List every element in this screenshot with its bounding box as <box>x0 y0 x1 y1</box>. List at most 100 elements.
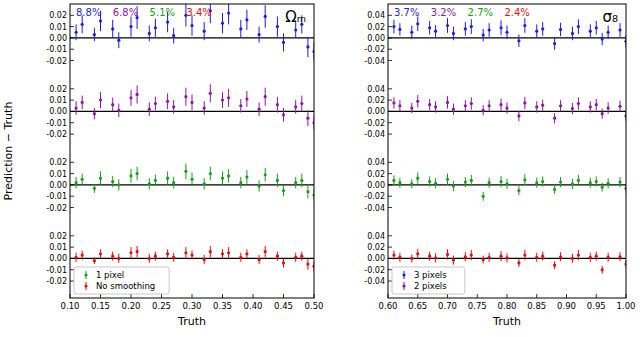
marker <box>398 28 401 31</box>
y-tick-label: 0.02 <box>367 96 385 105</box>
point <box>203 255 206 264</box>
y-tick-label: -0.02 <box>364 266 385 275</box>
point <box>264 246 267 257</box>
point <box>276 16 279 36</box>
marker <box>499 180 502 183</box>
marker <box>129 174 132 177</box>
annotation: 6.8% <box>113 7 138 18</box>
x-tick-label: 0.25 <box>152 301 171 311</box>
point <box>541 22 544 36</box>
marker <box>221 99 224 102</box>
point <box>117 179 120 190</box>
marker <box>482 33 485 36</box>
x-tick-label: 0.80 <box>498 301 517 311</box>
point <box>559 177 562 187</box>
point <box>595 21 598 35</box>
marker <box>517 261 520 264</box>
y-tick-label: 0.02 <box>367 170 385 179</box>
point <box>227 169 230 183</box>
point <box>148 25 151 41</box>
x-tick <box>222 294 223 298</box>
y-tick-label: -0.01 <box>46 45 67 54</box>
y-tick <box>70 15 74 16</box>
marker <box>81 178 84 181</box>
point <box>517 259 520 267</box>
point <box>470 19 473 34</box>
marker <box>446 101 449 104</box>
x-tick-label: 0.10 <box>61 301 80 311</box>
point <box>117 104 120 118</box>
y-tick-label: 0.02 <box>49 232 67 241</box>
marker <box>482 195 485 198</box>
point <box>264 168 267 182</box>
point <box>488 178 491 188</box>
marker <box>535 30 538 33</box>
marker <box>410 257 413 260</box>
point <box>434 253 437 262</box>
point <box>81 174 84 185</box>
x-tick-label: 0.95 <box>587 301 606 311</box>
y-tick-label: 0.02 <box>367 23 385 32</box>
annotation: 2.4% <box>504 7 529 18</box>
point <box>245 249 248 258</box>
marker <box>398 256 401 259</box>
point <box>258 27 261 43</box>
x-tick <box>131 294 132 298</box>
y-tick-label: 0.01 <box>49 96 67 105</box>
point <box>166 171 169 185</box>
annotation: 2.7% <box>468 7 493 18</box>
marker <box>589 256 592 259</box>
marker <box>559 255 562 258</box>
marker <box>81 101 84 104</box>
point <box>595 176 598 186</box>
y-tick-label: -0.01 <box>46 119 67 128</box>
panel: -0.04-0.020.000.020.04-0.04-0.020.000.02… <box>364 4 635 328</box>
marker <box>294 256 297 259</box>
x-tick-label: 0.50 <box>305 301 324 311</box>
marker <box>410 106 413 109</box>
marker <box>166 177 169 180</box>
point <box>446 174 449 185</box>
marker <box>553 117 556 120</box>
x-tick <box>477 294 478 298</box>
y-tick <box>70 235 74 236</box>
point <box>553 185 556 194</box>
marker <box>294 105 297 108</box>
point <box>227 247 230 258</box>
point <box>111 98 114 112</box>
legend-label: No smoothing <box>96 281 155 291</box>
point <box>428 252 431 261</box>
marker <box>184 170 187 173</box>
point <box>111 20 114 38</box>
marker <box>559 28 562 31</box>
point <box>601 109 604 119</box>
point <box>75 253 78 262</box>
y-tick-label: 0.02 <box>49 85 67 94</box>
marker <box>81 23 84 26</box>
figure: -0.02-0.010.000.010.02-0.02-0.010.000.01… <box>0 0 640 337</box>
marker <box>154 255 157 258</box>
y-tick-label: 0.01 <box>49 243 67 252</box>
x-tick <box>507 294 508 298</box>
marker <box>166 252 169 255</box>
point <box>136 85 139 103</box>
point <box>75 177 78 188</box>
legend-swatch <box>402 273 405 276</box>
point <box>410 103 413 113</box>
marker <box>99 99 102 102</box>
marker <box>577 102 580 105</box>
marker <box>541 255 544 258</box>
point <box>209 84 212 102</box>
marker <box>239 181 242 184</box>
legend-swatch <box>84 284 87 287</box>
marker <box>470 253 473 256</box>
x-tick <box>161 294 162 298</box>
point <box>559 252 562 261</box>
marker <box>75 106 78 109</box>
marker <box>276 103 279 106</box>
y-tick-label: -0.02 <box>364 192 385 201</box>
x-tick-label: 0.70 <box>438 301 457 311</box>
y-tick <box>388 269 392 270</box>
point <box>535 253 538 262</box>
point <box>221 92 224 108</box>
